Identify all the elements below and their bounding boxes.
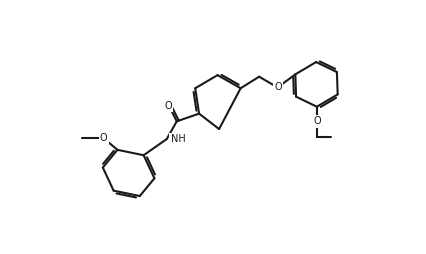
Text: O: O bbox=[313, 116, 321, 126]
Text: NH: NH bbox=[170, 134, 185, 144]
Text: O: O bbox=[164, 101, 172, 111]
Text: O: O bbox=[275, 83, 282, 92]
Text: O: O bbox=[100, 133, 107, 143]
